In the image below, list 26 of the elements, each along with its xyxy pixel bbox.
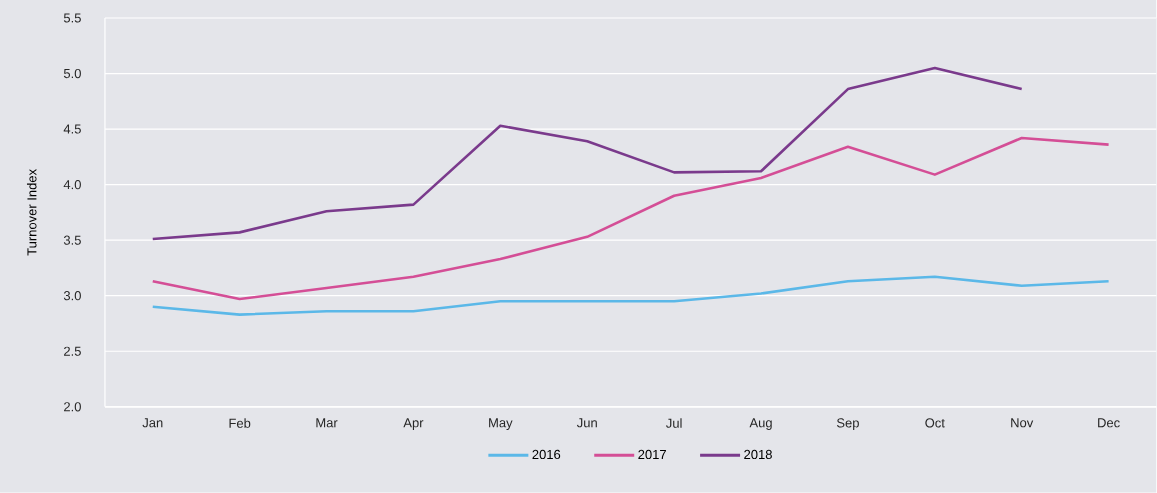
x-tick-label: Nov: [1011, 418, 1034, 428]
x-tick-label: Dec: [1098, 418, 1120, 428]
x-tick-label: Aug: [749, 418, 772, 431]
x-tick-label: Mar: [316, 418, 338, 428]
y-tick-label: 2.0: [64, 402, 81, 412]
x-tick-label: Jul: [666, 418, 682, 428]
x-tick-label: Feb: [229, 418, 251, 428]
x-tick-label: Sep: [836, 418, 859, 431]
y-tick-label: 2.5: [64, 346, 81, 356]
x-tick-label: Jun: [576, 418, 597, 428]
y-tick-label: 4.0: [63, 180, 81, 190]
legend-label: 2017: [638, 449, 666, 460]
y-tick-label: 3.5: [63, 235, 81, 245]
x-tick-label: Apr: [403, 418, 424, 431]
y-tick-label: 4.5: [63, 124, 81, 134]
legend-label: 2018: [744, 449, 772, 460]
x-tick-label: Oct: [925, 418, 945, 428]
legend-label: 2016: [532, 449, 561, 460]
y-tick-label: 5.5: [63, 13, 81, 23]
y-tick-label: 5.0: [63, 69, 81, 79]
y-tick-label: 3.0: [63, 291, 81, 301]
y-axis-title: Turnover Index: [26, 169, 37, 256]
line-series: [151, 66, 1024, 241]
x-tick-label: May: [489, 418, 513, 431]
x-tick-label: Jan: [142, 418, 163, 428]
line-series: [151, 136, 1110, 301]
